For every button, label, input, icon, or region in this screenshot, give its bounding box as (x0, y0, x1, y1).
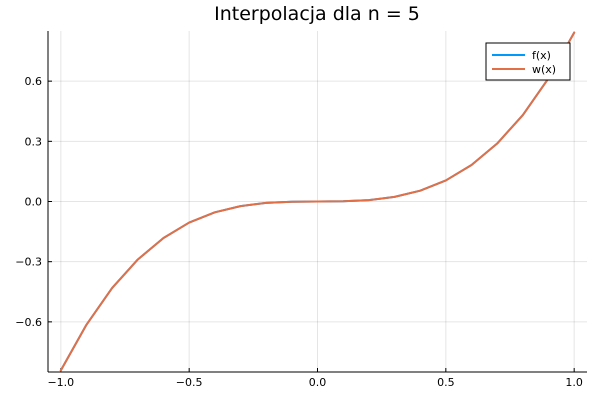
y-tick-label: −0.6 (15, 316, 42, 329)
y-tick-label: 0.0 (25, 196, 43, 209)
x-tick-label: −0.5 (176, 376, 203, 389)
y-tick-label: 0.3 (25, 135, 43, 148)
x-tick-label: 0.5 (437, 376, 455, 389)
y-tick-label: 0.6 (25, 75, 43, 88)
chart-title: Interpolacja dla n = 5 (214, 3, 420, 25)
series-line-w (59, 31, 576, 372)
x-ticks: −1.0 −0.5 0.0 0.5 1.0 (47, 368, 583, 389)
x-tick-label: 1.0 (565, 376, 583, 389)
x-tick-label: 0.0 (309, 376, 327, 389)
legend: f(x) w(x) (485, 42, 571, 81)
x-tick-label: −1.0 (47, 376, 74, 389)
legend-box (485, 42, 571, 81)
y-tick-label: −0.3 (15, 256, 42, 269)
series-lines (59, 31, 576, 372)
legend-label-w: w(x) (532, 63, 556, 76)
legend-label-f: f(x) (532, 49, 551, 62)
y-ticks: −0.6 −0.3 0.0 0.3 0.6 (15, 75, 52, 329)
